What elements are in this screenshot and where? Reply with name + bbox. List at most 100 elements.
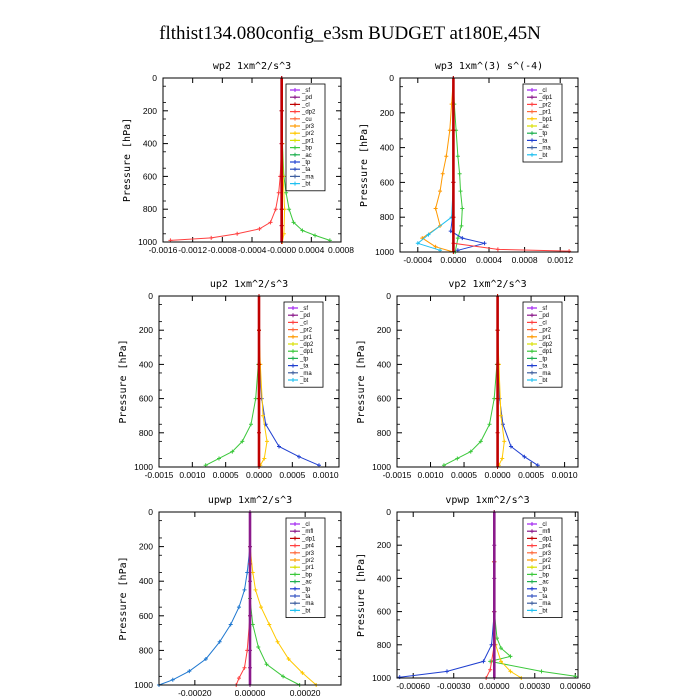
y-axis-label: Pressure [hPa]	[356, 553, 367, 637]
panel-title: up2 1xm^2/s^3	[210, 279, 288, 290]
legend-label: _ma	[301, 174, 314, 180]
data-point	[273, 207, 278, 212]
legend-label: _bt	[301, 608, 311, 614]
legend-marker	[291, 342, 295, 346]
data-point	[284, 190, 289, 195]
y-tick-label: 0	[148, 291, 153, 301]
legend-marker	[291, 363, 295, 368]
data-point	[300, 670, 305, 675]
legend-label: _bt	[299, 378, 309, 384]
data-point	[267, 622, 272, 627]
x-tick-label: 0.00060	[560, 681, 591, 691]
legend-marker	[291, 370, 295, 375]
x-tick-label: 0.0008	[512, 255, 538, 265]
legend-marker	[530, 102, 534, 107]
data-point	[492, 642, 497, 647]
panel-title: wp2 1xm^2/s^3	[213, 61, 291, 72]
legend-marker	[530, 608, 534, 613]
data-point	[499, 659, 504, 664]
legend-marker	[291, 378, 295, 382]
data-point	[256, 644, 261, 649]
y-tick-label: 0	[386, 291, 391, 301]
x-tick-label: -0.0015	[383, 470, 412, 480]
series-line	[452, 77, 463, 253]
data-point	[217, 456, 221, 461]
legend-label: _ta	[538, 594, 548, 600]
plot-frame	[162, 77, 342, 243]
y-tick-label: 600	[380, 177, 394, 187]
data-point	[455, 236, 460, 241]
data-point	[499, 646, 504, 651]
legend-label: _bt	[301, 182, 311, 188]
data-point	[248, 665, 252, 670]
legend-marker	[530, 378, 534, 382]
x-tick-label: 0.0010	[418, 470, 444, 480]
legend-marker	[293, 116, 297, 121]
y-tick-label: 200	[143, 106, 157, 116]
legend-label: _ma	[538, 371, 551, 377]
x-tick-label: -0.0000	[267, 245, 296, 255]
y-tick-label: 0	[386, 507, 391, 517]
legend-marker	[293, 536, 297, 541]
legend-box	[285, 83, 326, 192]
data-point	[492, 543, 497, 548]
data-point	[444, 154, 449, 159]
data-point	[448, 229, 453, 234]
legend-marker	[530, 579, 534, 584]
data-point	[455, 154, 460, 159]
legend-label: _ma	[299, 371, 312, 377]
y-axis-label: Pressure [hPa]	[359, 123, 370, 207]
x-tick-label: 0.0010	[313, 470, 339, 480]
data-point	[291, 220, 296, 225]
panels: wp2 1xm^2/s^3 Pressure [hPa] 0 200 400 600 800…	[118, 61, 591, 698]
legend-label: _pr2	[538, 558, 552, 564]
panel-3: up2 1xm^2/s^3 Pressure [hPa] 0 200 400 600 800…	[118, 279, 340, 480]
legend-label: _pr1	[299, 335, 313, 341]
legend-marker	[530, 529, 534, 534]
legend-label: _ta	[301, 594, 311, 600]
data-point	[495, 328, 500, 333]
legend-label: _dp2	[299, 342, 314, 348]
y-tick-label: 1000	[372, 673, 391, 683]
y-tick-label: 800	[380, 212, 394, 222]
legend-label: _pr1	[538, 110, 552, 116]
legend-label: _pd	[299, 313, 310, 319]
legend-marker	[530, 586, 534, 591]
series-line	[249, 512, 317, 686]
data-point	[245, 570, 250, 575]
legend-label: _ac	[301, 153, 312, 159]
legend-marker	[530, 572, 534, 577]
legend-label: _dp2	[301, 110, 316, 116]
legend-marker	[293, 131, 297, 136]
data-point	[265, 439, 269, 444]
legend-marker	[293, 529, 297, 534]
x-tick-label: -0.0016	[149, 245, 178, 255]
y-tick-label: 1000	[375, 247, 394, 257]
data-point	[203, 657, 208, 662]
data-point	[279, 141, 284, 146]
data-point	[287, 207, 292, 212]
y-tick-label: 400	[139, 576, 153, 586]
y-tick-label: 400	[143, 139, 157, 149]
x-tick-label: 0.0000	[440, 255, 466, 265]
legend-marker	[530, 306, 534, 310]
y-tick-label: 600	[139, 611, 153, 621]
legend: _cl_mfl_dp1_pr4_pr3_pr2_pr1_bp_ac_tp_ta_…	[522, 517, 563, 618]
x-tick-label: 0.0010	[179, 470, 205, 480]
legend-marker	[291, 327, 295, 332]
y-tick-label: 1000	[138, 237, 157, 247]
legend-label: _ac	[301, 580, 312, 586]
y-tick-label: 0	[389, 73, 394, 83]
data-point	[438, 189, 443, 194]
legend-label: _tp	[538, 587, 548, 593]
legend-marker	[530, 334, 534, 339]
data-point	[508, 654, 513, 659]
legend-marker	[293, 601, 297, 606]
y-axis-label: Pressure [hPa]	[356, 339, 367, 423]
data-point	[279, 174, 284, 179]
y-tick-label: 800	[377, 640, 391, 650]
data-point	[228, 622, 233, 627]
legend-label: _sf	[299, 306, 308, 312]
legend-marker	[293, 586, 297, 591]
data-point	[539, 669, 544, 674]
